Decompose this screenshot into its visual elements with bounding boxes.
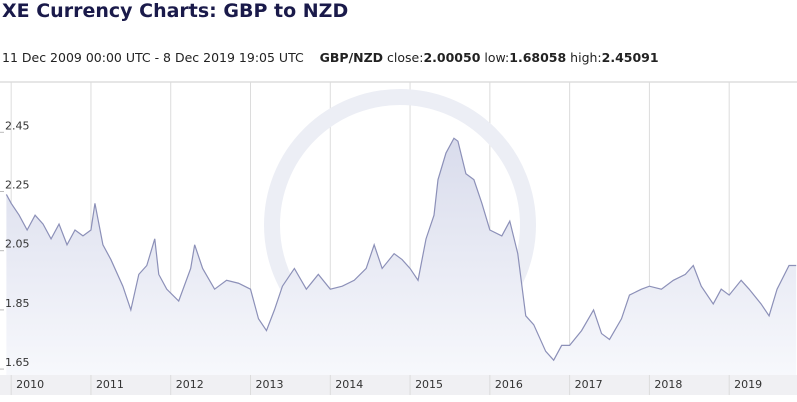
low-label: low: xyxy=(484,50,510,65)
high: 2.45091 xyxy=(601,50,659,65)
x-tick-label: 2017 xyxy=(575,378,603,391)
x-tick-label: 2015 xyxy=(415,378,443,391)
x-tick-label: 2016 xyxy=(495,378,523,391)
y-tick-label: 1.85 xyxy=(5,297,30,310)
x-tick-label: 2010 xyxy=(16,378,44,391)
x-tick-label: 2012 xyxy=(176,378,204,391)
area xyxy=(6,138,797,375)
close: 2.00050 xyxy=(423,50,481,65)
y-tick-label: 1.65 xyxy=(5,356,30,369)
chart-title: XE Currency Charts: GBP to NZD xyxy=(2,0,349,22)
x-tick-label: 2019 xyxy=(734,378,762,391)
x-axis-band xyxy=(0,375,797,395)
high-label: high: xyxy=(570,50,602,65)
pair: GBP/NZD xyxy=(319,50,384,65)
close-label: close: xyxy=(387,50,424,65)
range: 11 Dec 2009 00:00 UTC - 8 Dec 2019 19:05… xyxy=(2,50,304,65)
x-tick-label: 2011 xyxy=(96,378,124,391)
y-tick-label: 2.45 xyxy=(5,119,30,132)
subtitle: 11 Dec 2009 00:00 UTC - 8 Dec 2019 19:05… xyxy=(2,50,659,65)
low: 1.68058 xyxy=(509,50,567,65)
x-tick-label: 2018 xyxy=(654,378,682,391)
line xyxy=(5,137,797,362)
x-tick-label: 2013 xyxy=(256,378,284,391)
y-tick-label: 2.25 xyxy=(5,179,30,192)
x-tick-label: 2014 xyxy=(335,378,363,391)
y-tick-label: 2.05 xyxy=(5,238,30,251)
